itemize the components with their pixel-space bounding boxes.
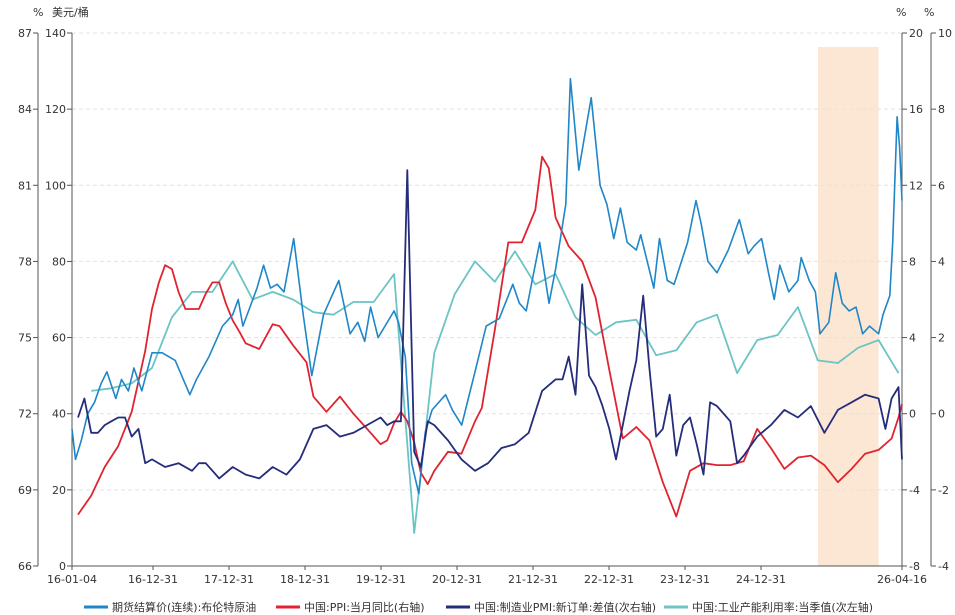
x-tick-label: 23-12-31	[660, 573, 710, 586]
series-lines	[71, 77, 903, 534]
far_right-tick-label: 10	[938, 27, 952, 40]
right-tick-label: 4	[909, 332, 916, 345]
series-line-2	[77, 169, 903, 480]
far_right-tick-label: 4	[938, 255, 945, 268]
right-unit: %	[896, 6, 906, 19]
far_right-tick-label: 0	[938, 408, 945, 421]
series-line-3	[91, 250, 900, 534]
x-tick-label: 16-12-31	[128, 573, 178, 586]
left-tick-label: 120	[45, 103, 66, 116]
left-tick-label: 40	[52, 408, 66, 421]
far_right-tick-label: 8	[938, 103, 945, 116]
far-left-unit: %	[33, 6, 43, 19]
x-tick-label: 19-12-31	[356, 573, 406, 586]
x-tick-label: 22-12-31	[584, 573, 634, 586]
far_left-tick-label: 84	[18, 103, 32, 116]
far-right-unit: %	[924, 6, 934, 19]
left-tick-label: 0	[59, 560, 66, 573]
far_left-tick-label: 69	[18, 484, 32, 497]
right-tick-label: 20	[909, 27, 923, 40]
far_right-tick-label: -4	[938, 560, 949, 573]
legend-label-1: 中国:PPI:当月同比(右轴)	[304, 600, 425, 614]
highlight-band	[818, 47, 879, 566]
legend: 期货结算价(连续):布伦特原油 中国:PPI:当月同比(右轴) 中国:制造业PMI:…	[84, 600, 873, 614]
right-tick-label: 16	[909, 103, 923, 116]
x-tick-label: 21-12-31	[508, 573, 558, 586]
far_left-tick-label: 66	[18, 560, 32, 573]
far_right-tick-label: 2	[938, 332, 945, 345]
far_left-tick-label: 78	[18, 255, 32, 268]
right-tick-label: -4	[909, 484, 920, 497]
left-tick-label: 80	[52, 255, 66, 268]
far_left-tick-label: 81	[18, 179, 32, 192]
far_right-tick-label: -2	[938, 484, 949, 497]
legend-label-2: 中国:制造业PMI:新订单:差值(次右轴)	[474, 600, 656, 614]
series-line-1	[77, 155, 903, 518]
axes: 6669727578818487020406080100120140-8-404…	[18, 27, 952, 586]
right-tick-label: 8	[909, 255, 916, 268]
right-tick-label: -8	[909, 560, 920, 573]
left-tick-label: 60	[52, 332, 66, 345]
x-tick-label: 18-12-31	[280, 573, 330, 586]
x-tick-label: 16-01-04	[47, 573, 97, 586]
legend-label-3: 中国:工业产能利用率:当季值(次左轴)	[692, 600, 873, 614]
right-tick-label: 0	[909, 408, 916, 421]
far_left-tick-label: 72	[18, 408, 32, 421]
x-tick-label: 20-12-31	[432, 573, 482, 586]
x-tick-label: 24-12-31	[736, 573, 786, 586]
left-unit: 美元/桶	[52, 5, 89, 19]
x-tick-label: 17-12-31	[204, 573, 254, 586]
left-tick-label: 20	[52, 484, 66, 497]
x-tick-label: 26-04-16	[877, 573, 927, 586]
series-line-0	[71, 77, 903, 495]
right-tick-label: 12	[909, 179, 923, 192]
far_left-tick-label: 87	[18, 27, 32, 40]
far_right-tick-label: 6	[938, 179, 945, 192]
far_left-tick-label: 75	[18, 332, 32, 345]
grid	[72, 32, 902, 491]
legend-label-0: 期货结算价(连续):布伦特原油	[112, 600, 256, 614]
left-tick-label: 140	[45, 27, 66, 40]
left-tick-label: 100	[45, 179, 66, 192]
